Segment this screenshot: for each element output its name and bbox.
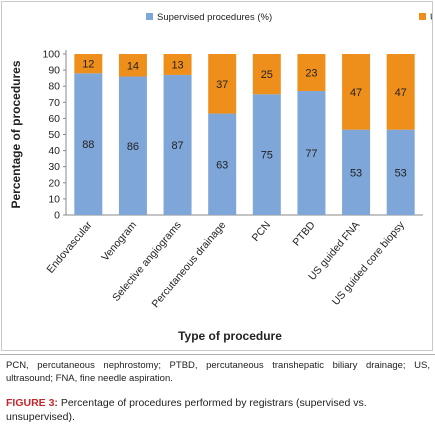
caption-text: Percentage of procedures performed by re…	[6, 397, 367, 423]
data-label: 37	[216, 79, 228, 91]
x-axis-title: Type of procedure	[178, 329, 282, 343]
bar-unsupervised-1	[74, 54, 103, 74]
y-tick-label: 40	[48, 145, 60, 157]
divider	[0, 354, 435, 355]
x-tick-label: PTBD	[291, 219, 318, 248]
bar-unsupervised-2	[118, 54, 147, 77]
data-label: 53	[350, 167, 362, 179]
bar-unsupervised-8	[386, 54, 415, 130]
bar-unsupervised-7	[342, 54, 371, 130]
bar-supervised-5	[252, 94, 281, 215]
bar-unsupervised-6	[297, 54, 326, 92]
bar-supervised-1	[74, 73, 103, 215]
x-tick-label: Percutaneous drainage	[149, 219, 228, 310]
legend-swatch-1	[146, 13, 153, 20]
data-label: 47	[350, 87, 362, 99]
data-label: 77	[305, 148, 317, 160]
data-label: 75	[261, 150, 273, 162]
y-tick-label: 60	[48, 113, 60, 125]
x-tick-label: Endovascular	[45, 219, 95, 276]
data-label: 47	[395, 87, 407, 99]
data-label: 12	[82, 59, 94, 71]
data-label: 25	[261, 69, 273, 81]
y-tick-label: 10	[48, 193, 60, 205]
legend-swatch-2	[419, 13, 426, 20]
bar-supervised-3	[163, 74, 192, 216]
figure-caption: FIGURE 3: Percentage of procedures perfo…	[6, 396, 430, 424]
y-tick-label: 0	[54, 210, 60, 222]
figure-footnote: PCN, percutaneous nephrostomy; PTBD, per…	[6, 360, 430, 384]
bar-unsupervised-3	[163, 54, 192, 75]
y-tick-label: 20	[48, 177, 60, 189]
data-label: 13	[171, 59, 183, 71]
y-axis-title: Percentage of procedures	[9, 60, 23, 208]
data-label: 23	[305, 68, 317, 80]
data-label: 63	[216, 159, 228, 171]
bar-supervised-7	[342, 129, 371, 215]
data-label: 87	[171, 140, 183, 152]
data-label: 86	[127, 141, 139, 153]
bar-unsupervised-4	[208, 54, 237, 114]
legend-label-2: Unsupervised procedures (%)	[430, 12, 432, 23]
y-tick-label: 30	[48, 161, 60, 173]
chart-frame: Supervised procedures (%) Unsupervised pr…	[1, 1, 435, 351]
caption-label: FIGURE 3:	[6, 397, 58, 409]
y-tick-label: 50	[48, 129, 60, 141]
bar-supervised-2	[118, 76, 147, 215]
bar-supervised-8	[386, 129, 415, 215]
data-label: 88	[82, 139, 94, 151]
data-label: 53	[395, 167, 407, 179]
y-tick-label: 80	[48, 81, 60, 93]
x-tick-label: Venogram	[99, 219, 139, 264]
x-tick-label: PCN	[250, 219, 273, 244]
data-label: 14	[127, 60, 139, 72]
bar-supervised-6	[297, 91, 326, 215]
y-tick-label: 100	[42, 49, 60, 61]
stacked-bar-chart: Supervised procedures (%) Unsupervised pr…	[9, 12, 435, 343]
y-tick-label: 90	[48, 65, 60, 77]
bar-unsupervised-5	[252, 54, 281, 95]
legend-label-1: Supervised procedures (%)	[157, 12, 272, 23]
y-tick-label: 70	[48, 97, 60, 109]
bar-supervised-4	[208, 113, 237, 215]
